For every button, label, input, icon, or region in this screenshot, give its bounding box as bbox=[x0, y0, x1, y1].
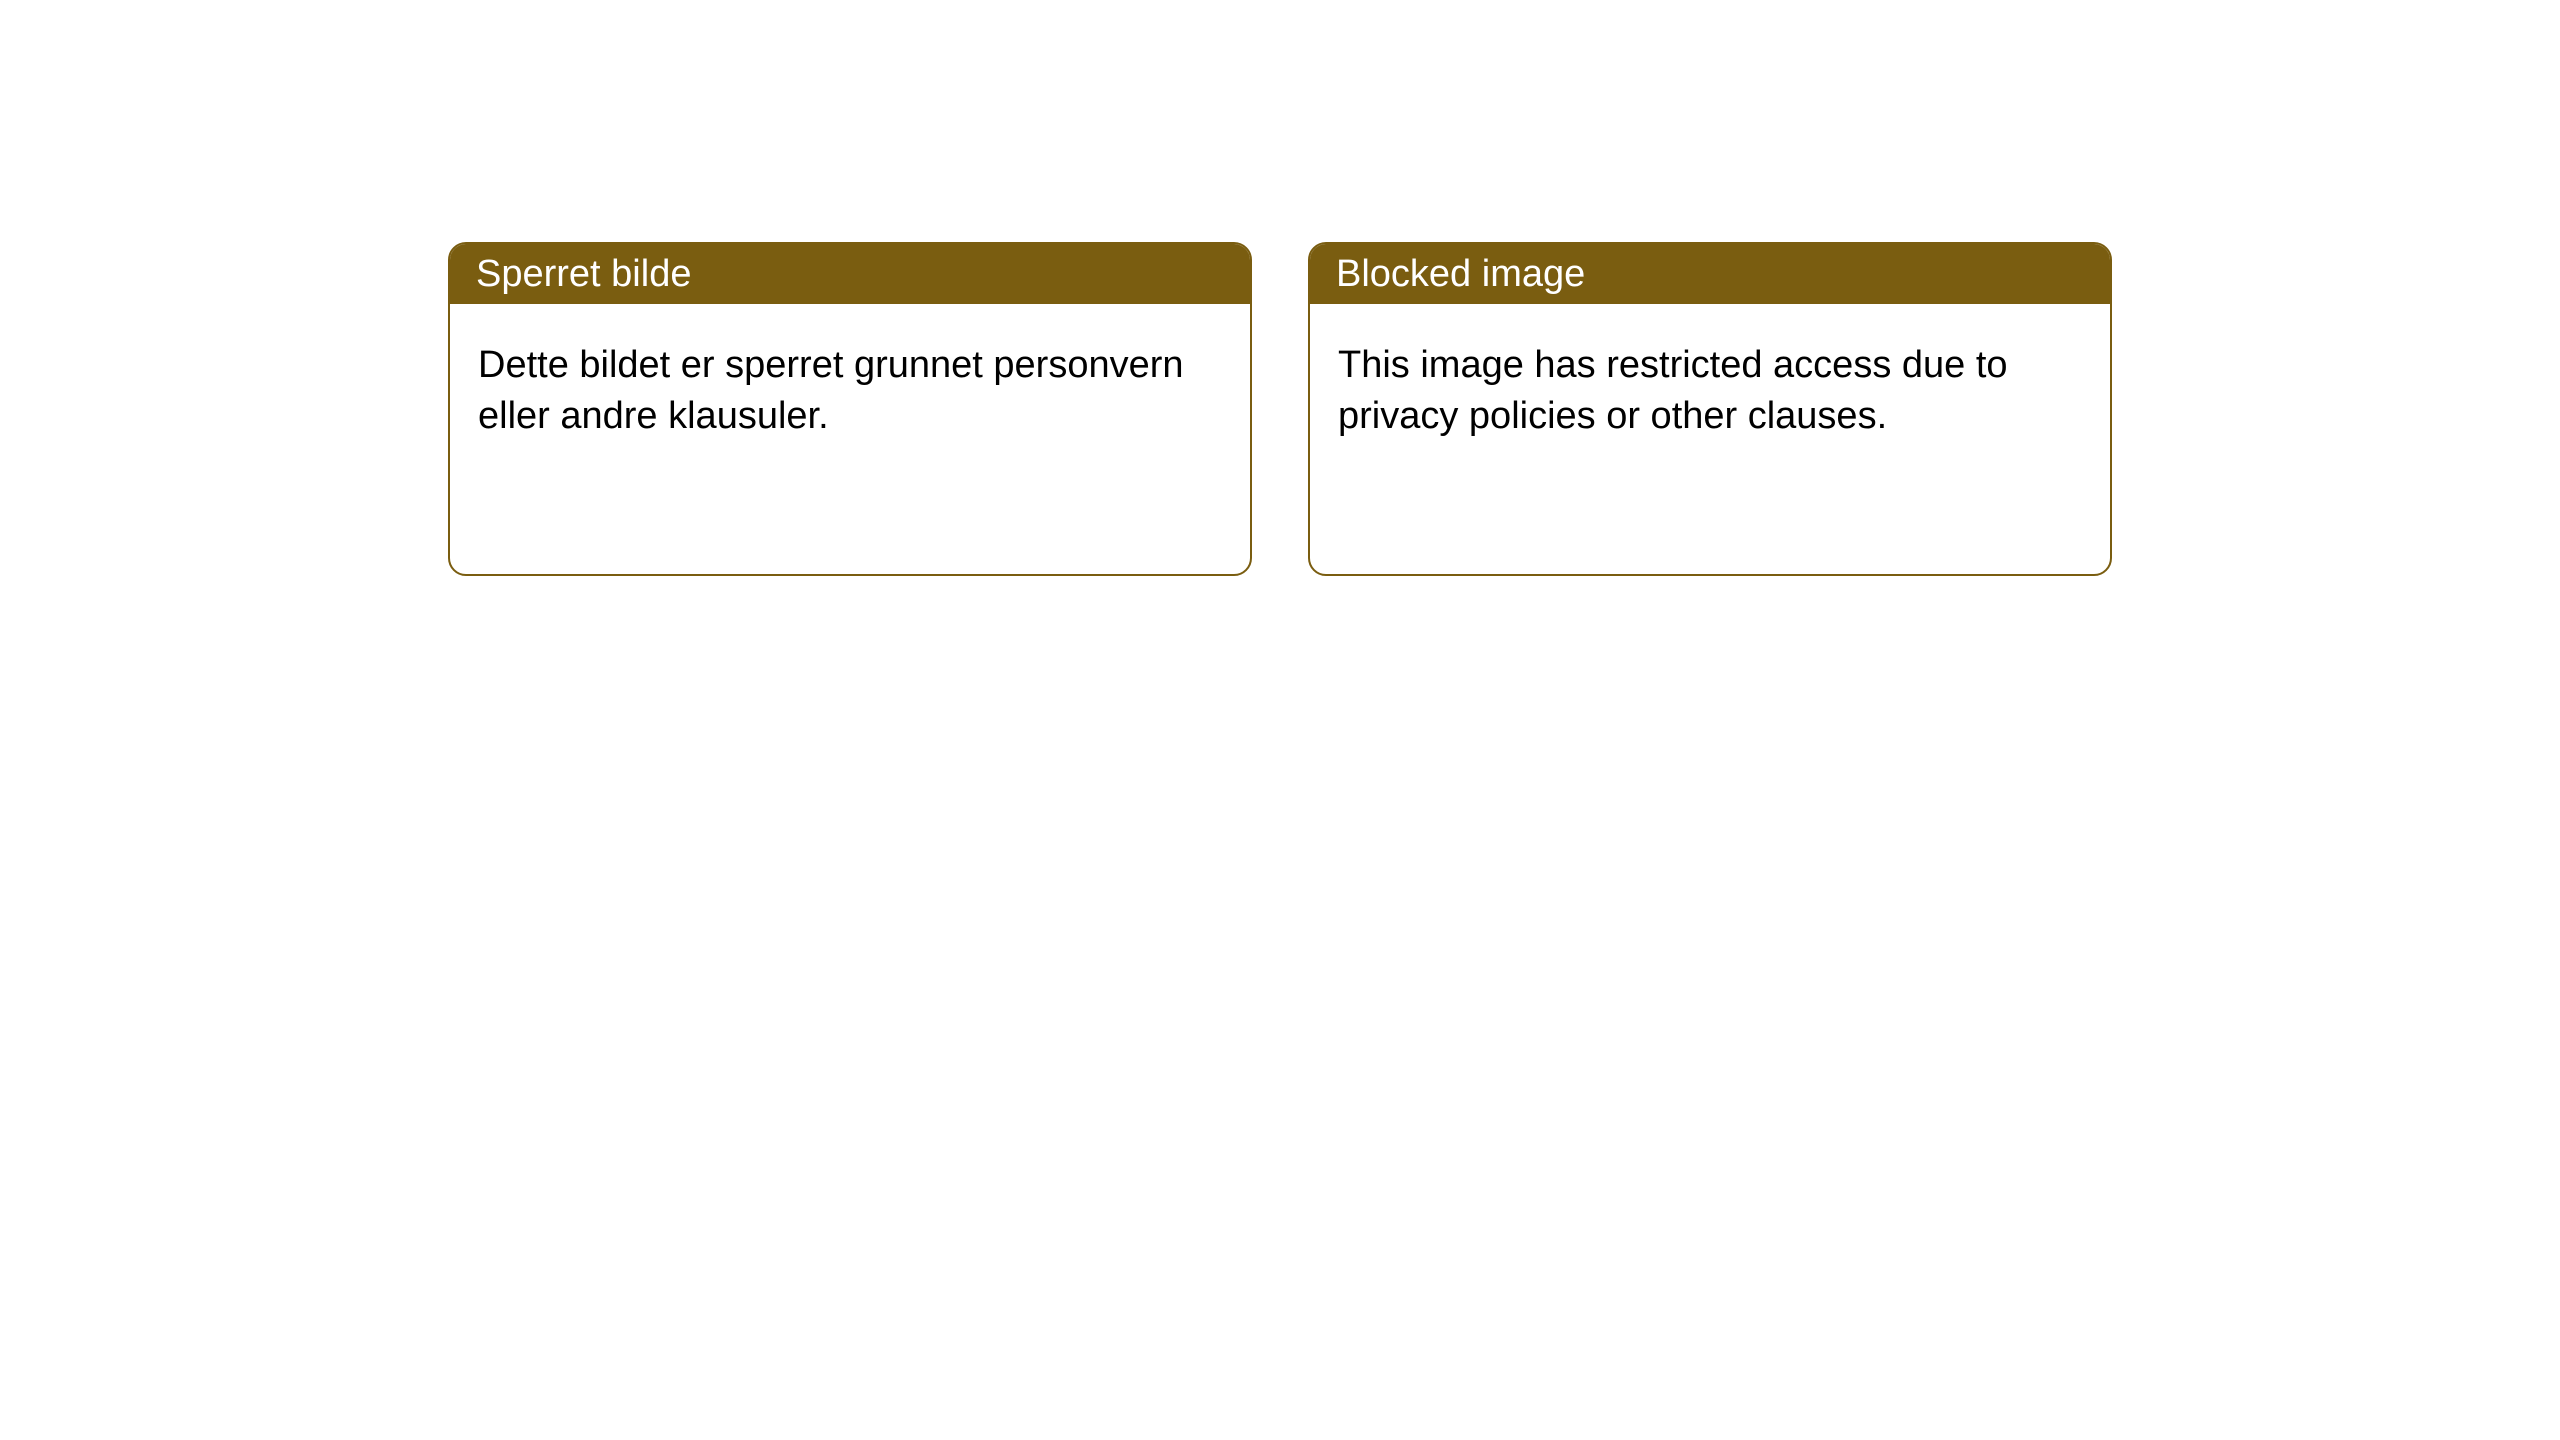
card-title: Sperret bilde bbox=[476, 253, 691, 296]
notice-card-english: Blocked image This image has restricted … bbox=[1308, 242, 2112, 576]
notice-card-norwegian: Sperret bilde Dette bildet er sperret gr… bbox=[448, 242, 1252, 576]
card-body-text: This image has restricted access due to … bbox=[1338, 344, 2008, 437]
card-body-text: Dette bildet er sperret grunnet personve… bbox=[478, 344, 1184, 437]
card-title: Blocked image bbox=[1336, 253, 1585, 296]
card-header: Blocked image bbox=[1310, 244, 2110, 304]
card-header: Sperret bilde bbox=[450, 244, 1250, 304]
notice-container: Sperret bilde Dette bildet er sperret gr… bbox=[448, 242, 2112, 576]
card-body: Dette bildet er sperret grunnet personve… bbox=[450, 304, 1250, 479]
card-body: This image has restricted access due to … bbox=[1310, 304, 2110, 479]
